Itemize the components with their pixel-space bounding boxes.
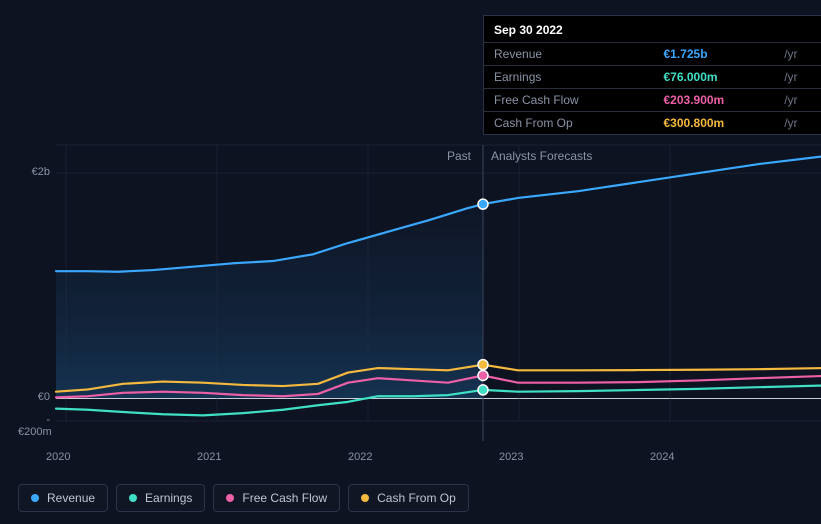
tooltip-metric-unit: /yr bbox=[784, 112, 821, 135]
legend-dot-icon bbox=[129, 494, 137, 502]
forecast-region-label: Analysts Forecasts bbox=[491, 149, 592, 163]
legend-label: Earnings bbox=[145, 491, 192, 505]
cash_from_op-hover-marker bbox=[478, 360, 488, 370]
tooltip-row: Free Cash Flow€203.900m/yr bbox=[484, 89, 821, 112]
legend-dot-icon bbox=[31, 494, 39, 502]
legend-label: Free Cash Flow bbox=[242, 491, 327, 505]
tooltip-metric-value: €300.800m bbox=[654, 112, 785, 135]
tooltip-metric-label: Cash From Op bbox=[484, 112, 654, 135]
earnings-hover-marker bbox=[478, 385, 488, 395]
x-tick-label: 2022 bbox=[348, 451, 372, 463]
tooltip-metric-label: Free Cash Flow bbox=[484, 89, 654, 112]
free_cash_flow-hover-marker bbox=[478, 370, 488, 380]
tooltip-metric-unit: /yr bbox=[784, 43, 821, 66]
tooltip-row: Earnings€76.000m/yr bbox=[484, 66, 821, 89]
legend-dot-icon bbox=[226, 494, 234, 502]
x-tick-label: 2020 bbox=[46, 451, 70, 463]
legend-item-earnings[interactable]: Earnings bbox=[116, 484, 205, 512]
past-region-label: Past bbox=[447, 149, 471, 163]
tooltip-table: Revenue€1.725b/yrEarnings€76.000m/yrFree… bbox=[484, 42, 821, 134]
legend-item-cash_from_op[interactable]: Cash From Op bbox=[348, 484, 469, 512]
hover-tooltip: Sep 30 2022 Revenue€1.725b/yrEarnings€76… bbox=[483, 15, 821, 135]
legend-item-revenue[interactable]: Revenue bbox=[18, 484, 108, 512]
x-tick-label: 2023 bbox=[499, 451, 523, 463]
y-tick-label: -€200m bbox=[18, 414, 50, 438]
legend-label: Cash From Op bbox=[377, 491, 456, 505]
y-tick-label: €0 bbox=[18, 391, 50, 403]
tooltip-metric-value: €76.000m bbox=[654, 66, 785, 89]
tooltip-metric-unit: /yr bbox=[784, 89, 821, 112]
tooltip-date: Sep 30 2022 bbox=[484, 16, 821, 42]
tooltip-metric-label: Earnings bbox=[484, 66, 654, 89]
tooltip-metric-unit: /yr bbox=[784, 66, 821, 89]
x-tick-label: 2021 bbox=[197, 451, 221, 463]
x-tick-label: 2024 bbox=[650, 451, 674, 463]
tooltip-metric-value: €1.725b bbox=[654, 43, 785, 66]
tooltip-metric-value: €203.900m bbox=[654, 89, 785, 112]
tooltip-row: Cash From Op€300.800m/yr bbox=[484, 112, 821, 135]
tooltip-metric-label: Revenue bbox=[484, 43, 654, 66]
tooltip-row: Revenue€1.725b/yr bbox=[484, 43, 821, 66]
chart-legend: Revenue Earnings Free Cash Flow Cash From O… bbox=[18, 484, 469, 512]
revenue-hover-marker bbox=[478, 199, 488, 209]
legend-item-free_cash_flow[interactable]: Free Cash Flow bbox=[213, 484, 340, 512]
legend-dot-icon bbox=[361, 494, 369, 502]
legend-label: Revenue bbox=[47, 491, 95, 505]
y-tick-label: €2b bbox=[18, 166, 50, 178]
